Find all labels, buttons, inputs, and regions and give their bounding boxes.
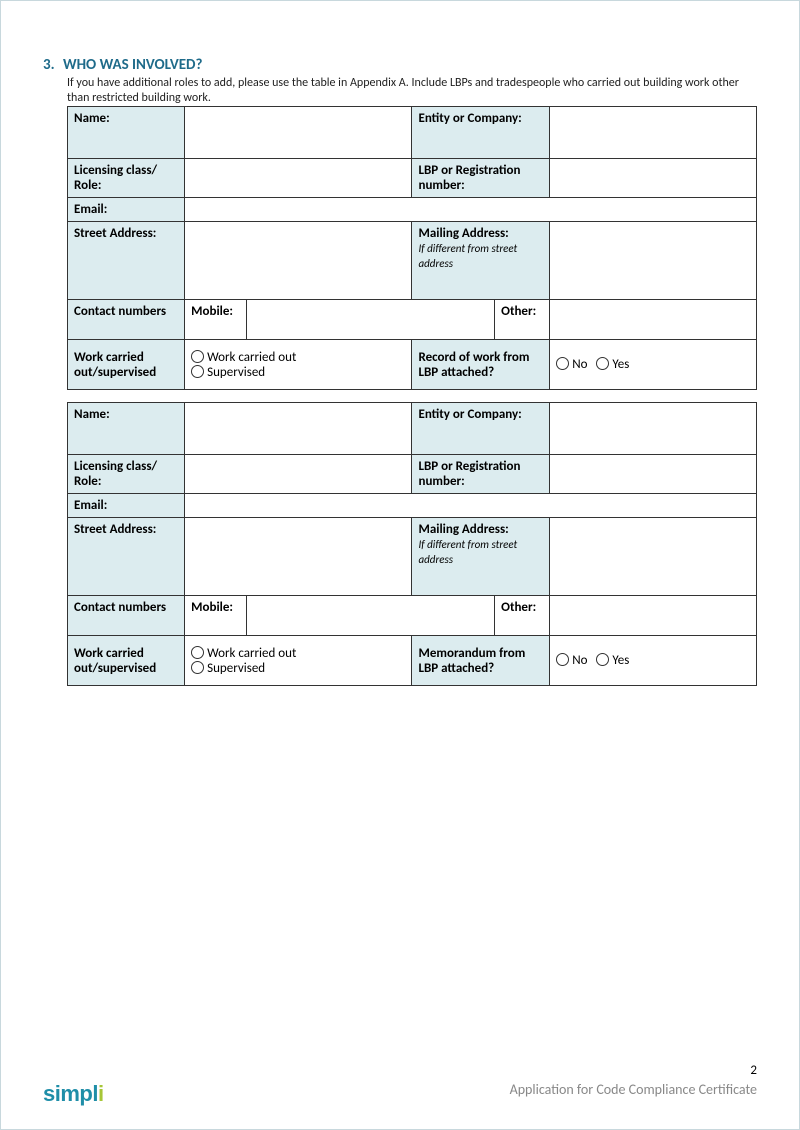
label-work: Work carried out/supervised xyxy=(68,636,185,686)
mailing-note: If different from street address xyxy=(418,538,517,566)
page-footer: 2 simpli Application for Code Compliance… xyxy=(43,1081,757,1107)
radio-icon xyxy=(191,365,204,378)
work-options: Work carried out Supervised xyxy=(185,340,412,390)
input-mobile[interactable] xyxy=(247,596,495,636)
label-work: Work carried out/supervised xyxy=(68,340,185,390)
work-options: Work carried out Supervised xyxy=(185,636,412,686)
radio-icon xyxy=(191,646,204,659)
label-name: Name: xyxy=(68,403,185,455)
input-other[interactable] xyxy=(550,300,757,340)
label-mobile: Mobile: xyxy=(185,596,247,636)
radio-no[interactable]: No xyxy=(556,357,587,372)
radio-icon xyxy=(596,357,609,370)
label-licensing: Licensing class/ Role: xyxy=(68,159,185,198)
label-lbpnum: LBP or Registration number: xyxy=(412,455,550,494)
label-licensing: Licensing class/ Role: xyxy=(68,455,185,494)
section-heading: 3.WHO WAS INVOLVED? xyxy=(43,56,757,74)
label-contact: Contact numbers xyxy=(68,300,185,340)
involved-table-2: Name: Entity or Company: Licensing class… xyxy=(67,402,757,686)
label-contact: Contact numbers xyxy=(68,596,185,636)
input-email[interactable] xyxy=(185,198,757,222)
radio-icon xyxy=(191,350,204,363)
label-email: Email: xyxy=(68,494,185,518)
logo-text: simpl xyxy=(43,1081,98,1106)
yes-label: Yes xyxy=(612,357,629,372)
input-street[interactable] xyxy=(185,518,412,596)
record-options: No Yes xyxy=(550,636,757,686)
label-record: Record of work from LBP attached? xyxy=(412,340,550,390)
opt-carried-label: Work carried out xyxy=(207,646,296,661)
opt-carried-label: Work carried out xyxy=(207,350,296,365)
radio-carried-out[interactable]: Work carried out xyxy=(191,350,296,365)
label-street: Street Address: xyxy=(68,518,185,596)
input-lbpnum[interactable] xyxy=(550,455,757,494)
label-mobile: Mobile: xyxy=(185,300,247,340)
label-other: Other: xyxy=(495,596,550,636)
radio-yes[interactable]: Yes xyxy=(596,653,629,668)
footer-title: Application for Code Compliance Certific… xyxy=(510,1081,757,1098)
logo-accent: i xyxy=(98,1081,104,1106)
label-record: Memorandum from LBP attached? xyxy=(412,636,550,686)
section-description: If you have additional roles to add, ple… xyxy=(67,76,757,106)
involved-table-1: Name: Entity or Company: Licensing class… xyxy=(67,106,757,390)
radio-icon xyxy=(191,661,204,674)
label-name: Name: xyxy=(68,107,185,159)
mailing-note: If different from street address xyxy=(418,242,517,270)
mailing-label-text: Mailing Address: xyxy=(418,522,508,537)
radio-supervised[interactable]: Supervised xyxy=(191,365,265,380)
radio-supervised[interactable]: Supervised xyxy=(191,661,265,676)
input-mailing[interactable] xyxy=(550,222,757,300)
opt-supervised-label: Supervised xyxy=(207,661,265,676)
logo: simpli xyxy=(43,1081,104,1106)
input-name[interactable] xyxy=(185,107,412,159)
opt-supervised-label: Supervised xyxy=(207,365,265,380)
radio-carried-out[interactable]: Work carried out xyxy=(191,646,296,661)
label-mailing: Mailing Address: If different from stree… xyxy=(412,222,550,300)
page-number: 2 xyxy=(750,1063,757,1078)
section-title: WHO WAS INVOLVED? xyxy=(63,56,202,74)
label-lbpnum: LBP or Registration number: xyxy=(412,159,550,198)
input-licensing[interactable] xyxy=(185,455,412,494)
input-entity[interactable] xyxy=(550,403,757,455)
label-street: Street Address: xyxy=(68,222,185,300)
label-entity: Entity or Company: xyxy=(412,107,550,159)
section-number: 3. xyxy=(43,56,63,74)
record-options: No Yes xyxy=(550,340,757,390)
no-label: No xyxy=(572,357,587,372)
radio-icon xyxy=(596,653,609,666)
input-email[interactable] xyxy=(185,494,757,518)
input-street[interactable] xyxy=(185,222,412,300)
label-entity: Entity or Company: xyxy=(412,403,550,455)
input-mobile[interactable] xyxy=(247,300,495,340)
label-mailing: Mailing Address: If different from stree… xyxy=(412,518,550,596)
radio-yes[interactable]: Yes xyxy=(596,357,629,372)
label-other: Other: xyxy=(495,300,550,340)
page-content: 3.WHO WAS INVOLVED? If you have addition… xyxy=(1,1,799,686)
input-licensing[interactable] xyxy=(185,159,412,198)
input-lbpnum[interactable] xyxy=(550,159,757,198)
yes-label: Yes xyxy=(612,653,629,668)
input-entity[interactable] xyxy=(550,107,757,159)
radio-no[interactable]: No xyxy=(556,653,587,668)
no-label: No xyxy=(572,653,587,668)
radio-icon xyxy=(556,653,569,666)
mailing-label-text: Mailing Address: xyxy=(418,226,508,241)
radio-icon xyxy=(556,357,569,370)
label-email: Email: xyxy=(68,198,185,222)
input-mailing[interactable] xyxy=(550,518,757,596)
input-other[interactable] xyxy=(550,596,757,636)
input-name[interactable] xyxy=(185,403,412,455)
